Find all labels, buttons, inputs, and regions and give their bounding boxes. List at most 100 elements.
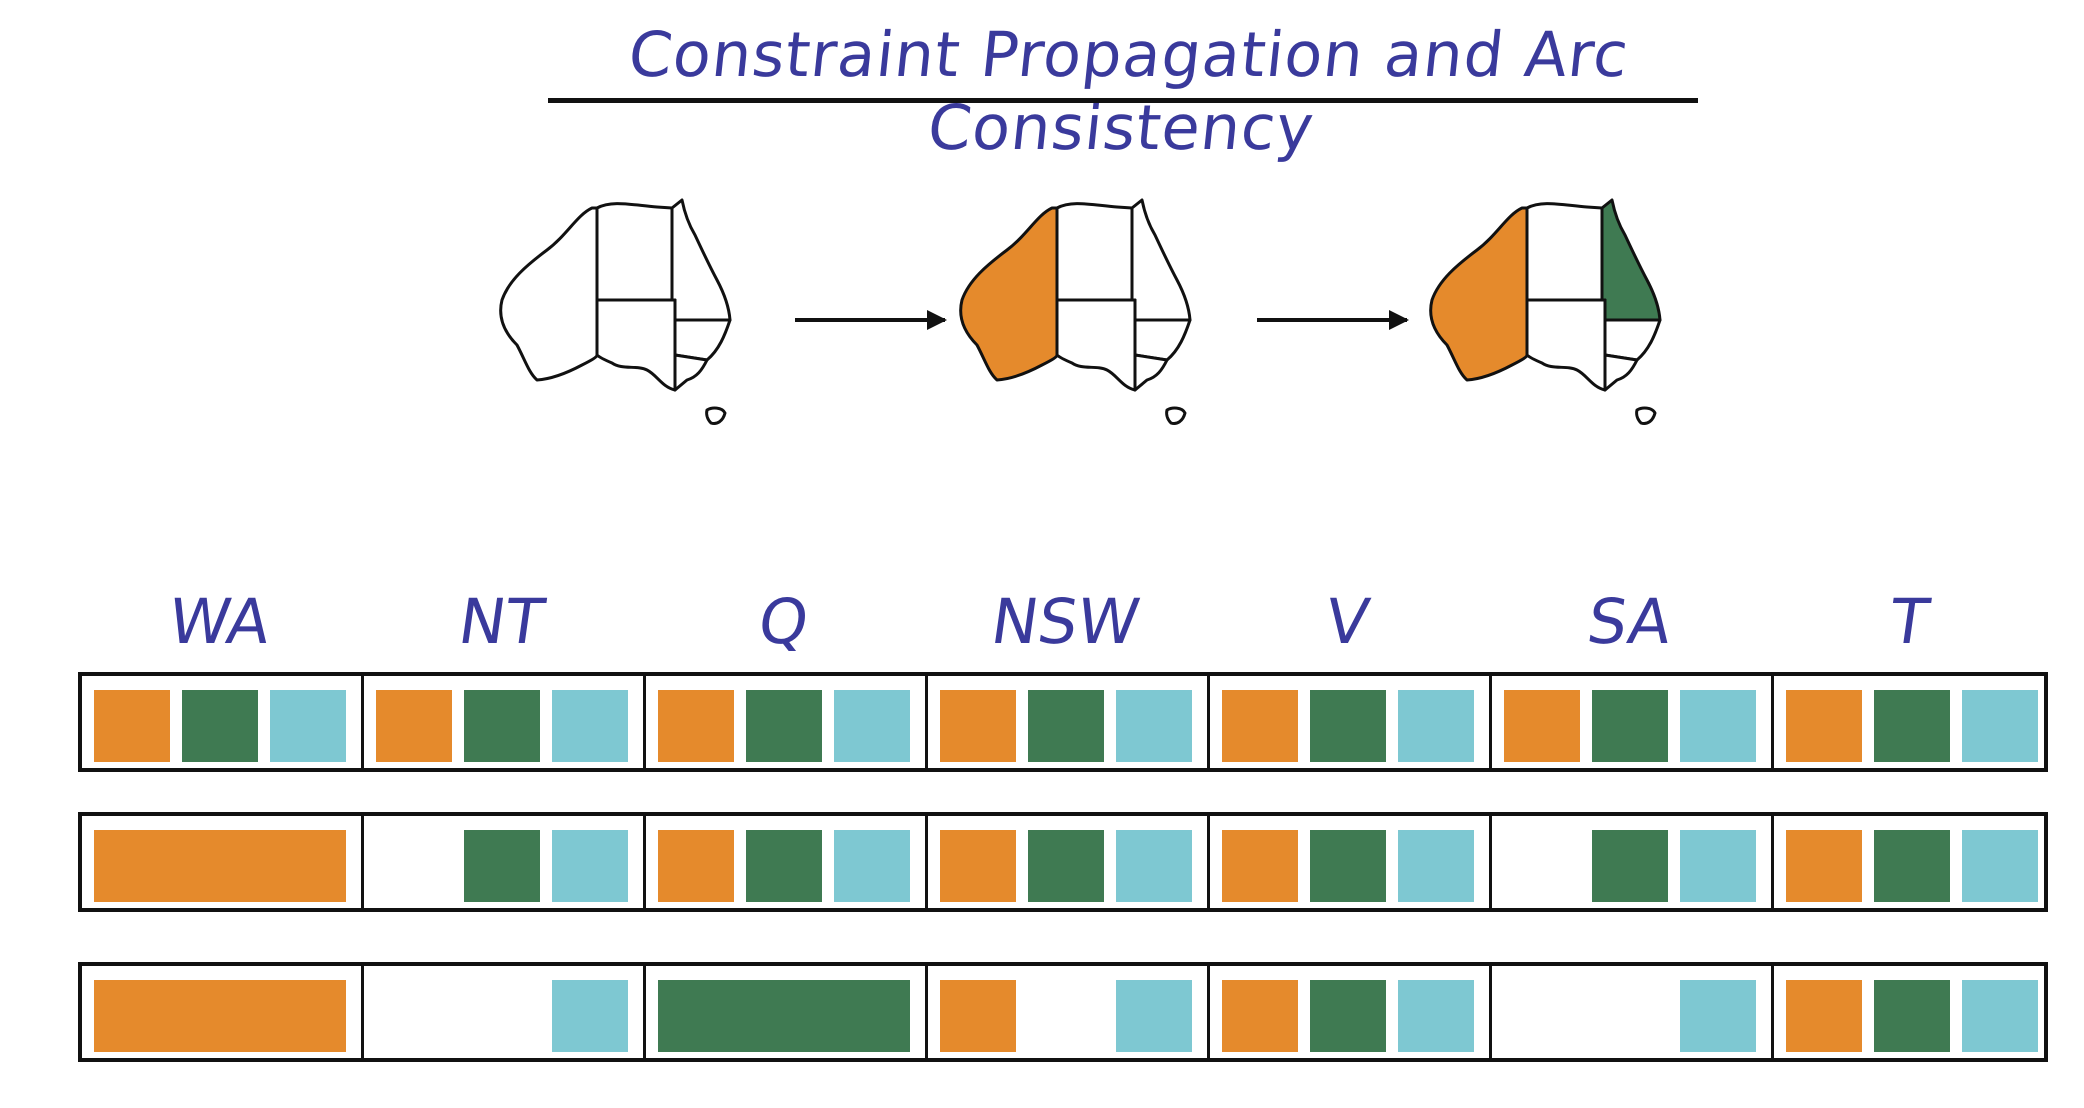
domain-cell-sa xyxy=(1492,676,1774,768)
domain-value-blue xyxy=(834,690,910,762)
domain-value-red xyxy=(1222,980,1298,1052)
map-region-nt xyxy=(1525,202,1604,302)
domain-cell-sa xyxy=(1492,966,1774,1058)
domain-row-2 xyxy=(78,812,2048,912)
domain-value-green xyxy=(182,690,258,762)
domain-cell-nt xyxy=(364,816,646,908)
map-region-v xyxy=(1133,353,1169,392)
domain-value-blue xyxy=(270,690,346,762)
domain-value-green xyxy=(1592,690,1668,762)
domain-cell-t xyxy=(1774,966,2052,1058)
australia-map-wa-assigned xyxy=(959,198,1192,425)
domain-value-blue xyxy=(1398,980,1474,1052)
domain-value-green xyxy=(1028,830,1104,902)
domain-cell-v xyxy=(1210,676,1492,768)
domain-value-green xyxy=(1310,980,1386,1052)
domain-value-blue xyxy=(1116,830,1192,902)
domain-value-green xyxy=(464,830,540,902)
map-region-wa xyxy=(499,206,599,382)
map-region-nt xyxy=(1055,202,1134,302)
domain-value-red xyxy=(1222,830,1298,902)
domain-value-red xyxy=(940,830,1016,902)
map-region-v xyxy=(1603,353,1639,392)
domain-value-red xyxy=(94,690,170,762)
australia-map-initial xyxy=(499,198,732,425)
domain-cell-wa xyxy=(82,676,364,768)
map-region-sa xyxy=(595,298,677,392)
domain-row-1 xyxy=(78,672,2048,772)
domain-value-green xyxy=(746,830,822,902)
domain-cell-nsw xyxy=(928,816,1210,908)
column-header-sa: SA xyxy=(1582,585,1677,658)
domain-cell-nt xyxy=(364,676,646,768)
domain-value-green xyxy=(1028,690,1104,762)
domain-value-blue xyxy=(1680,980,1756,1052)
column-header-q: Q xyxy=(753,585,814,658)
australia-map-q-assigned xyxy=(1429,198,1662,425)
map-region-q xyxy=(1130,198,1192,322)
map-region-t xyxy=(1635,406,1657,425)
domain-cell-t xyxy=(1774,676,2052,768)
domain-cell-q xyxy=(646,676,928,768)
map-region-wa xyxy=(1429,206,1529,382)
column-header-nsw: NSW xyxy=(986,585,1145,658)
map-region-t xyxy=(1165,406,1187,425)
domain-cell-nt xyxy=(364,966,646,1058)
domain-value-red xyxy=(1786,830,1862,902)
domain-cell-wa xyxy=(82,966,364,1058)
domain-value-green xyxy=(658,980,910,1052)
title-underline xyxy=(548,98,1698,103)
domain-value-red xyxy=(658,690,734,762)
domain-value-blue xyxy=(1962,690,2038,762)
domain-value-blue xyxy=(1398,690,1474,762)
domain-row-3 xyxy=(78,962,2048,1062)
map-region-sa xyxy=(1055,298,1137,392)
domain-value-blue xyxy=(1680,830,1756,902)
domain-value-blue xyxy=(552,830,628,902)
domain-value-red xyxy=(1504,690,1580,762)
domain-value-blue xyxy=(1116,690,1192,762)
domain-value-blue xyxy=(552,980,628,1052)
map-region-wa xyxy=(959,206,1059,382)
domain-value-red xyxy=(940,980,1016,1052)
column-header-wa: WA xyxy=(164,585,275,658)
domain-value-green xyxy=(746,690,822,762)
domain-value-blue xyxy=(834,830,910,902)
domain-value-red xyxy=(1786,980,1862,1052)
map-region-nsw xyxy=(1133,318,1192,362)
map-region-nsw xyxy=(673,318,732,362)
domain-value-red xyxy=(1786,690,1862,762)
domain-value-green xyxy=(1874,980,1950,1052)
domain-cell-wa xyxy=(82,816,364,908)
domain-cell-nsw xyxy=(928,676,1210,768)
domain-cell-sa xyxy=(1492,816,1774,908)
domain-value-red xyxy=(94,980,346,1052)
column-header-nt: NT xyxy=(454,585,549,658)
domain-value-green xyxy=(1874,830,1950,902)
column-header-v: V xyxy=(1321,585,1374,658)
domain-value-blue xyxy=(552,690,628,762)
domain-value-blue xyxy=(1680,690,1756,762)
domain-cell-nsw xyxy=(928,966,1210,1058)
domain-value-blue xyxy=(1116,980,1192,1052)
domain-value-red xyxy=(1222,690,1298,762)
domain-cell-q xyxy=(646,966,928,1058)
domain-value-blue xyxy=(1962,830,2038,902)
map-region-nt xyxy=(595,202,674,302)
domain-value-green xyxy=(1310,690,1386,762)
domain-value-green xyxy=(1592,830,1668,902)
domain-value-green xyxy=(1874,690,1950,762)
domain-cell-t xyxy=(1774,816,2052,908)
domain-value-red xyxy=(940,690,1016,762)
page-title: Constraint Propagation and Arc Consisten… xyxy=(625,18,1633,164)
map-region-q xyxy=(670,198,732,322)
domain-value-blue xyxy=(1398,830,1474,902)
australia-maps xyxy=(499,198,1662,425)
domain-cell-v xyxy=(1210,816,1492,908)
domain-value-green xyxy=(1310,830,1386,902)
domain-cell-q xyxy=(646,816,928,908)
map-region-sa xyxy=(1525,298,1607,392)
map-region-t xyxy=(705,406,727,425)
domain-value-red xyxy=(376,690,452,762)
map-region-nsw xyxy=(1603,318,1662,362)
